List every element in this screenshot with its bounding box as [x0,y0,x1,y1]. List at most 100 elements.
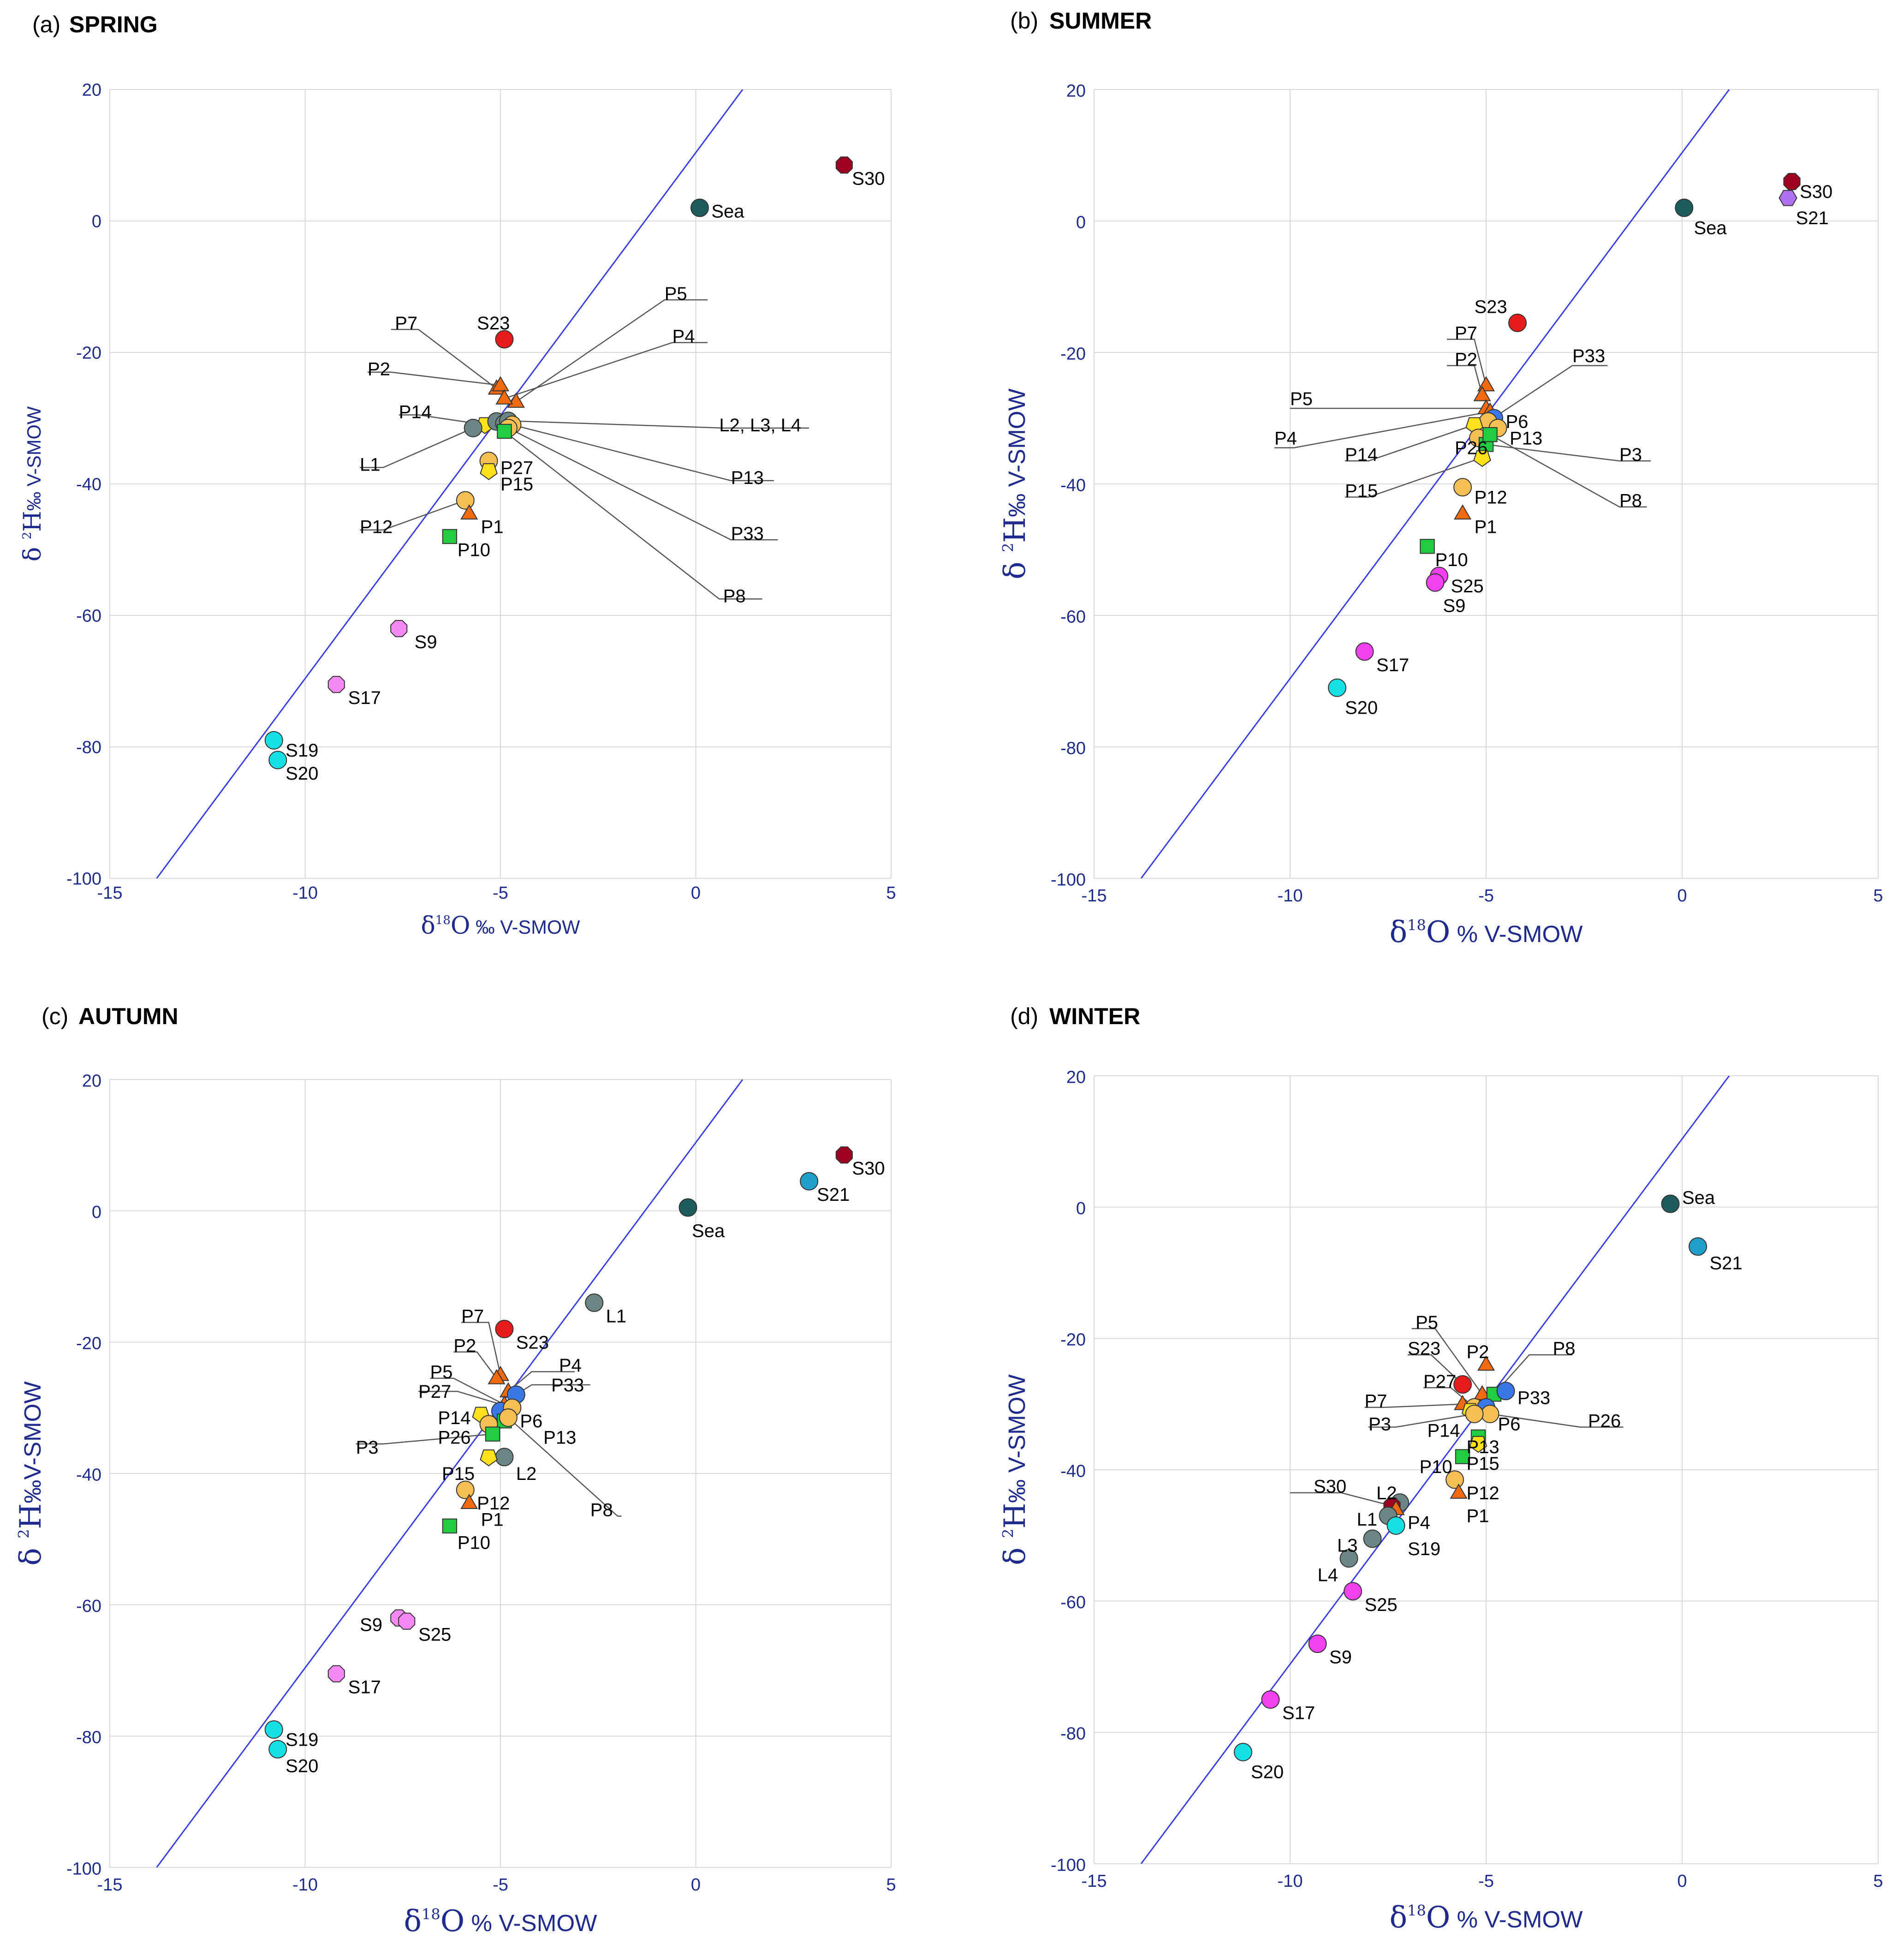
data-point-s9 [1426,573,1445,592]
x-tick-label: -15 [1082,886,1107,906]
point-label: S19 [1408,1539,1440,1559]
data-point-s9 [1308,1634,1327,1653]
point-label: S30 [1800,182,1833,202]
panel-title: AUTUMN [78,1003,178,1029]
x-axis-label: δ18O % V-SMOW [1390,915,1583,949]
x-tick-label: 0 [1677,886,1687,906]
data-point-s17 [327,676,345,693]
panel-spring: (a) SPRING -15 -10 -5 0 5 -100 -80 -60 -40 -20 0 20… [19,12,896,940]
point-label: S19 [286,740,318,761]
leader-line [1345,424,1475,462]
y-tick-label: -100 [66,869,101,889]
point-label: P6 [1498,1414,1521,1434]
data-point-s23 [495,1319,514,1338]
data-point-s20 [1234,1743,1252,1762]
data-point-s23 [1453,1375,1472,1394]
y-tick-label: 20 [82,80,101,100]
leader-line [512,424,774,482]
leader-line [508,1417,622,1517]
point-label: P1 [481,1510,504,1530]
x-tick-label: -5 [493,883,508,903]
point-label: P33 [731,524,764,544]
y-tick-label: -40 [1060,476,1086,495]
leader-line [508,427,778,541]
point-label: P14 [438,1408,470,1428]
point-label: S19 [286,1729,318,1750]
leader-line [1490,1413,1624,1428]
point-label: P27 [1423,1372,1456,1392]
data-point-p1 [1450,1483,1468,1499]
point-label: S9 [1443,596,1466,616]
data-point-s9 [390,620,408,638]
y-tick-label: -20 [1060,344,1086,364]
point-label: P4 [1408,1513,1430,1533]
data-point-p1 [460,1494,478,1509]
point-label: S9 [360,1615,382,1635]
point-label: P26 [1588,1411,1621,1431]
point-label: P14 [1345,445,1378,465]
point-label: Sea [1694,218,1727,238]
data-point-s20 [268,1740,287,1759]
point-label: L1 [360,454,381,475]
point-label: S20 [286,763,318,784]
y-tick-label: 0 [1076,213,1086,232]
panel-title: WINTER [1049,1003,1140,1029]
x-tick-label: 5 [886,883,896,903]
panel-letter: (b) [1010,8,1038,34]
data-point-p15 [1469,1436,1488,1453]
point-label: S9 [415,632,437,652]
x-tick-label: 5 [886,1875,896,1895]
point-label: S20 [1251,1762,1284,1783]
leader-line [1411,1328,1483,1395]
leader-line [1368,1413,1475,1428]
point-label: P8 [1619,491,1642,511]
y-tick-label: -80 [76,738,101,757]
data-point-s20 [268,751,287,769]
x-tick-label: -10 [292,1875,318,1895]
data-point-sea [1675,198,1694,217]
y-tick-label: 20 [1066,1067,1086,1087]
x-tick-label: -15 [1082,1872,1107,1891]
meteoric-water-line [156,89,744,878]
x-tick-label: -15 [97,1875,123,1895]
point-label: P3 [356,1437,379,1458]
y-axis-label: δ 2H‰ V-SMOW [998,388,1032,579]
leader-line [360,427,474,468]
data-point-p12 [1453,478,1472,497]
meteoric-water-line [1140,1076,1730,1864]
x-tick-label: 0 [691,1875,701,1895]
data-point-p10 [1420,539,1435,554]
y-tick-label: -40 [76,475,101,494]
data-point-s25 [398,1612,416,1630]
panel-letter: (c) [42,1003,68,1029]
point-label: S17 [348,1677,381,1698]
point-label: P15 [442,1464,475,1484]
point-label: S17 [1376,655,1409,675]
leader-line [1423,1387,1475,1408]
y-tick-label: -20 [76,343,101,363]
leader-line [453,1351,497,1379]
panel-winter: (d) WINTER -15 -10 -5 0 5 -100 -80 -60 -40 -20 0 20… [998,1003,1883,1935]
point-label: P5 [665,284,687,304]
point-label: P4 [559,1355,582,1376]
point-label: P6 [520,1411,542,1431]
data-point-s19 [264,731,283,750]
point-label: S21 [817,1185,850,1205]
data-point-p33 [1496,1382,1515,1401]
y-tick-label: -60 [76,1597,101,1616]
point-label: P14 [399,402,432,422]
data-point-p4 [495,389,513,405]
point-label: P2 [1455,349,1477,370]
x-tick-label: -10 [1278,1872,1303,1891]
point-label: S21 [1796,208,1829,228]
data-point-p1 [1453,504,1472,520]
data-point-s25 [1344,1582,1362,1601]
meteoric-water-line [1140,89,1730,878]
point-label: S23 [477,313,510,334]
leader-line [508,1371,575,1392]
point-label: P3 [1368,1414,1391,1434]
point-label: L1 [606,1306,627,1326]
x-axis-label: δ18O ‰ V-SMOW [421,912,580,940]
point-label: Sea [1682,1187,1715,1208]
